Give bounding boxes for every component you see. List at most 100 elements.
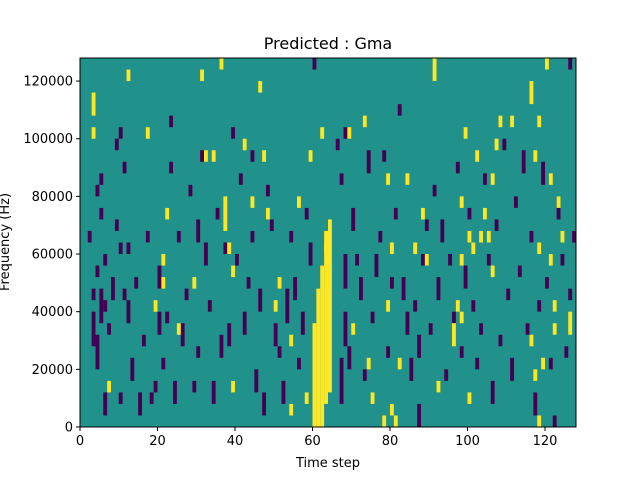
high-value-cell: [324, 230, 329, 404]
x-tick-label: 80: [382, 434, 399, 449]
low-value-cell: [421, 254, 425, 266]
high-value-cell: [467, 392, 472, 404]
low-value-cell: [568, 58, 573, 70]
low-value-cell: [118, 127, 123, 139]
y-axis-ticks: 0 20000 40000 60000 80000 100000 120000: [23, 75, 80, 436]
low-value-cell: [355, 254, 360, 266]
low-value-cell: [401, 277, 406, 301]
low-value-cell: [99, 288, 104, 324]
high-value-cell: [126, 69, 131, 82]
high-value-cell: [262, 150, 267, 162]
low-value-cell: [560, 254, 565, 266]
low-value-cell: [432, 184, 437, 197]
high-value-cell: [328, 219, 332, 393]
low-value-cell: [250, 230, 255, 243]
high-value-cell: [316, 288, 321, 428]
high-value-cell: [231, 265, 236, 278]
high-value-cell: [304, 392, 309, 404]
y-tick-label: 100000: [23, 132, 73, 147]
high-value-cell: [211, 150, 216, 162]
x-tick-label: 40: [227, 434, 244, 449]
high-value-cell: [459, 254, 464, 266]
low-value-cell: [99, 173, 104, 185]
high-value-cell: [537, 115, 542, 128]
low-value-cell: [297, 357, 301, 370]
high-value-cell: [475, 150, 480, 162]
low-value-cell: [413, 300, 418, 312]
high-value-cell: [324, 242, 329, 255]
high-value-cell: [537, 415, 542, 427]
high-value-cell: [145, 127, 150, 139]
low-value-cell: [378, 230, 383, 243]
high-value-cell: [312, 323, 317, 427]
y-tick-label: 20000: [32, 363, 73, 378]
low-value-cell: [149, 392, 154, 404]
low-value-cell: [277, 346, 282, 358]
low-value-cell: [529, 230, 534, 243]
low-value-cell: [490, 380, 495, 404]
high-value-cell: [165, 207, 170, 220]
low-value-cell: [157, 265, 162, 289]
low-value-cell: [103, 300, 108, 312]
high-value-cell: [289, 403, 294, 416]
low-value-cell: [262, 392, 267, 416]
low-value-cell: [572, 230, 577, 243]
low-value-cell: [343, 311, 348, 347]
high-value-cell: [227, 242, 232, 255]
low-value-cell: [235, 254, 239, 266]
high-value-cell: [397, 357, 402, 370]
low-value-cell: [200, 150, 205, 162]
low-value-cell: [273, 323, 278, 347]
y-tick-label: 40000: [32, 305, 73, 320]
high-value-cell: [452, 323, 456, 347]
high-cells-group: [91, 58, 573, 428]
low-value-cell: [564, 346, 569, 358]
high-value-cell: [393, 415, 398, 427]
high-value-cell: [91, 127, 96, 139]
high-value-cell: [107, 380, 112, 393]
low-value-cell: [184, 288, 189, 301]
low-value-cell: [471, 300, 476, 312]
high-value-cell: [289, 334, 294, 347]
low-value-cell: [359, 277, 363, 301]
high-value-cell: [386, 173, 391, 185]
low-value-cell: [486, 254, 491, 266]
high-value-cell: [552, 300, 557, 312]
high-value-cell: [432, 58, 437, 82]
low-value-cell: [541, 161, 546, 185]
low-value-cell: [393, 207, 398, 220]
high-value-cell: [533, 369, 538, 381]
low-value-cell: [475, 357, 480, 370]
low-value-cell: [281, 380, 286, 404]
high-value-cell: [463, 127, 468, 139]
low-value-cell: [525, 323, 530, 335]
low-value-cell: [130, 357, 135, 381]
high-value-cell: [552, 323, 557, 335]
high-value-cell: [541, 357, 546, 370]
low-value-cell: [246, 277, 251, 289]
low-value-cell: [107, 323, 112, 335]
low-value-cell: [304, 207, 309, 220]
low-value-cell: [417, 334, 422, 358]
y-tick-label: 120000: [23, 75, 73, 90]
high-value-cell: [455, 300, 460, 312]
low-value-cell: [207, 300, 212, 312]
high-value-cell: [568, 311, 573, 335]
plot-frame: [79, 57, 577, 428]
low-value-cell: [347, 346, 352, 370]
y-tick-label: 0: [65, 421, 73, 436]
low-value-cell: [99, 207, 104, 220]
high-value-cell: [250, 196, 255, 208]
high-value-cell: [277, 277, 282, 289]
low-value-cell: [370, 311, 375, 324]
high-value-cell: [273, 300, 278, 312]
high-value-cell: [479, 230, 484, 243]
low-value-cell: [498, 334, 503, 347]
low-value-cell: [366, 150, 371, 174]
x-tick-label: 100: [455, 434, 480, 449]
low-value-cell: [339, 357, 344, 404]
low-value-cell: [440, 219, 445, 243]
low-value-cell: [343, 127, 348, 139]
low-value-cell: [188, 184, 193, 197]
